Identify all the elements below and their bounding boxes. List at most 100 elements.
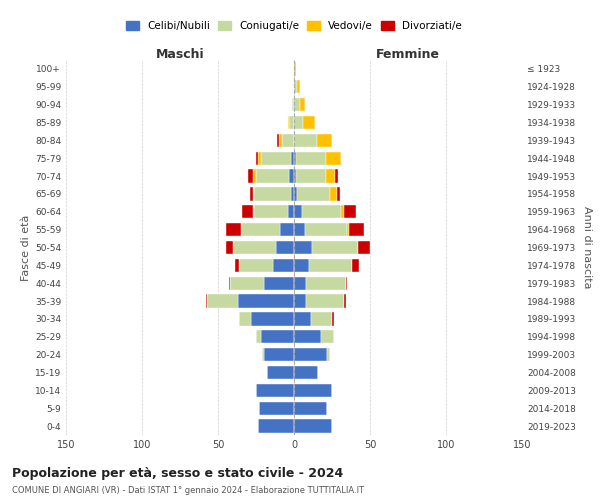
Bar [289, 116, 294, 129]
Y-axis label: Fasce di età: Fasce di età [21, 214, 31, 280]
Bar [294, 134, 317, 147]
Bar [226, 223, 241, 236]
Bar [294, 187, 297, 200]
Bar [294, 98, 300, 112]
Bar [253, 187, 254, 200]
Bar [291, 187, 294, 200]
Bar [294, 312, 311, 326]
Bar [254, 187, 291, 200]
Bar [229, 276, 230, 290]
Y-axis label: Anni di nascita: Anni di nascita [581, 206, 592, 289]
Bar [294, 170, 296, 183]
Bar [294, 402, 328, 415]
Bar [294, 258, 309, 272]
Bar [303, 116, 315, 129]
Bar [294, 384, 332, 397]
Bar [294, 420, 332, 433]
Bar [349, 223, 364, 236]
Bar [344, 294, 346, 308]
Bar [292, 98, 294, 112]
Bar [326, 152, 341, 165]
Bar [296, 152, 326, 165]
Bar [291, 152, 294, 165]
Bar [296, 170, 326, 183]
Bar [233, 241, 276, 254]
Bar [294, 241, 312, 254]
Bar [239, 258, 273, 272]
Bar [328, 348, 331, 362]
Bar [306, 276, 346, 290]
Bar [253, 170, 256, 183]
Bar [294, 80, 297, 94]
Bar [248, 170, 253, 183]
Bar [317, 134, 332, 147]
Bar [208, 294, 238, 308]
Bar [300, 98, 305, 112]
Bar [344, 205, 356, 218]
Bar [279, 134, 282, 147]
Bar [263, 348, 294, 362]
Bar [346, 276, 347, 290]
Bar [297, 80, 300, 94]
Bar [256, 330, 260, 344]
Bar [294, 294, 306, 308]
Bar [262, 348, 263, 362]
Bar [294, 116, 303, 129]
Bar [256, 152, 257, 165]
Bar [256, 170, 289, 183]
Bar [294, 276, 306, 290]
Bar [250, 187, 253, 200]
Bar [289, 170, 294, 183]
Bar [257, 420, 294, 433]
Bar [326, 170, 335, 183]
Bar [347, 223, 349, 236]
Bar [288, 205, 294, 218]
Bar [331, 187, 337, 200]
Bar [312, 241, 358, 254]
Bar [302, 205, 341, 218]
Text: Popolazione per età, sesso e stato civile - 2024: Popolazione per età, sesso e stato civil… [12, 468, 343, 480]
Bar [352, 258, 359, 272]
Bar [276, 241, 294, 254]
Bar [280, 223, 294, 236]
Bar [277, 134, 279, 147]
Bar [238, 294, 294, 308]
Bar [305, 223, 347, 236]
Bar [241, 223, 280, 236]
Bar [337, 187, 340, 200]
Text: COMUNE DI ANGIARI (VR) - Dati ISTAT 1° gennaio 2024 - Elaborazione TUTTITALIA.IT: COMUNE DI ANGIARI (VR) - Dati ISTAT 1° g… [12, 486, 364, 495]
Legend: Celibi/Nubili, Coniugati/e, Vedovi/e, Divorziati/e: Celibi/Nubili, Coniugati/e, Vedovi/e, Di… [122, 16, 466, 35]
Text: Maschi: Maschi [155, 48, 205, 61]
Bar [257, 152, 260, 165]
Bar [309, 258, 352, 272]
Bar [206, 294, 208, 308]
Bar [294, 205, 302, 218]
Bar [294, 330, 322, 344]
Bar [294, 366, 319, 379]
Bar [294, 62, 296, 76]
Bar [235, 258, 239, 272]
Bar [332, 312, 334, 326]
Bar [273, 258, 294, 272]
Bar [256, 384, 294, 397]
Bar [253, 205, 254, 218]
Bar [341, 205, 344, 218]
Bar [266, 366, 294, 379]
Bar [294, 152, 296, 165]
Bar [260, 152, 291, 165]
Bar [306, 294, 344, 308]
Bar [358, 241, 370, 254]
Bar [226, 241, 233, 254]
Bar [230, 276, 263, 290]
Bar [254, 205, 288, 218]
Text: Femmine: Femmine [376, 48, 440, 61]
Bar [260, 330, 294, 344]
Bar [335, 170, 338, 183]
Bar [242, 205, 253, 218]
Bar [294, 223, 305, 236]
Bar [297, 187, 331, 200]
Bar [322, 330, 334, 344]
Bar [288, 116, 289, 129]
Bar [282, 134, 294, 147]
Bar [251, 312, 294, 326]
